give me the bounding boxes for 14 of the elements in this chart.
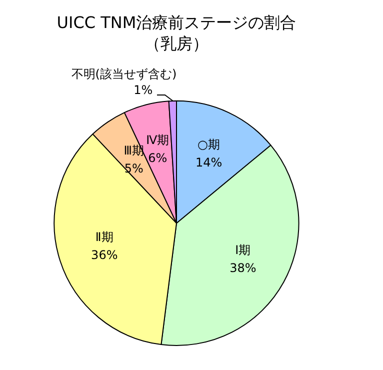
slice-label: ○期 <box>198 138 220 152</box>
chart-subtitle: （乳房） <box>144 34 208 53</box>
data-label: 1% <box>134 83 153 98</box>
slice-label: Ⅲ期 <box>124 144 144 158</box>
chart-title: UICC TNM治療前ステージの割合 <box>56 12 296 32</box>
data-label: 36% <box>91 248 118 262</box>
slice-label: Ⅳ期 <box>146 132 170 147</box>
slice-label: Ⅰ期 <box>235 242 251 257</box>
data-label: 5% <box>124 162 144 176</box>
data-label: 38% <box>230 260 256 275</box>
data-label: 6% <box>148 150 168 165</box>
slice-label: Ⅱ期 <box>95 230 114 244</box>
slice-label: 不明(該当せず含む) <box>71 67 177 82</box>
data-label: 14% <box>195 156 222 170</box>
